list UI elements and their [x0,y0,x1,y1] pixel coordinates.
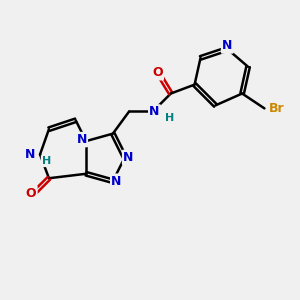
Text: O: O [152,66,163,79]
Text: N: N [149,106,160,118]
Text: O: O [26,187,36,200]
Text: N: N [123,151,134,164]
Text: H: H [165,113,174,123]
Text: Br: Br [269,102,284,115]
Text: H: H [42,156,51,166]
Text: N: N [76,133,87,146]
Text: N: N [111,175,122,188]
Text: N: N [222,40,232,52]
Text: N: N [25,148,36,161]
